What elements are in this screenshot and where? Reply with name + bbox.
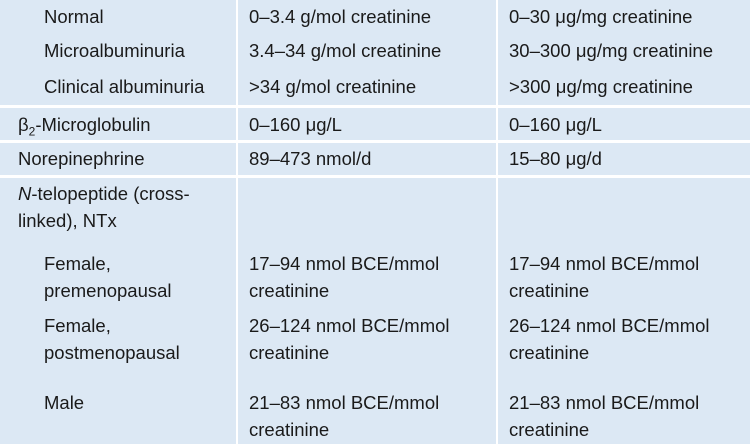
- text: -telopeptide (cross-linked), NTx: [18, 183, 190, 231]
- row-divider: [0, 175, 750, 178]
- cell: 0–160 μg/L: [249, 114, 342, 135]
- cell: 0–160 μg/L: [509, 114, 602, 135]
- cell: β2-Microglobulin: [18, 111, 233, 138]
- cell: 26–124 nmol BCE/mmol creatinine: [249, 315, 450, 363]
- cell: Clinical albuminuria: [44, 76, 205, 97]
- cell: Female, premenopausal: [44, 253, 172, 301]
- cell: 17–94 nmol BCE/mmol creatinine: [509, 253, 700, 301]
- column-divider: [236, 0, 238, 444]
- cell: 21–83 nmol BCE/mmol creatinine: [249, 392, 440, 440]
- cell: Female, postmenopausal: [44, 315, 180, 363]
- subscript: 2: [28, 124, 36, 139]
- cell: 89–473 nmol/d: [249, 148, 372, 169]
- cell: 15–80 μg/d: [509, 148, 602, 169]
- symbol: β: [18, 114, 29, 135]
- cell: Male: [44, 392, 85, 413]
- row-divider: [0, 140, 750, 143]
- cell: 17–94 nmol BCE/mmol creatinine: [249, 253, 440, 301]
- row-divider: [0, 105, 750, 108]
- cell: N-telopeptide (cross-linked), NTx: [18, 180, 233, 234]
- cell: 26–124 nmol BCE/mmol creatinine: [509, 315, 710, 363]
- cell: Norepinephrine: [18, 148, 145, 169]
- cell: >34 g/mol creatinine: [249, 76, 417, 97]
- cell: 30–300 μg/mg creatinine: [509, 40, 714, 61]
- cell: 0–30 μg/mg creatinine: [509, 6, 693, 27]
- cell: >300 μg/mg creatinine: [509, 76, 693, 97]
- cell: Microalbuminuria: [44, 40, 185, 61]
- text: -Microglobulin: [35, 114, 151, 135]
- cell: Normal: [44, 6, 104, 27]
- cell: 21–83 nmol BCE/mmol creatinine: [509, 392, 700, 440]
- cell: 3.4–34 g/mol creatinine: [249, 40, 442, 61]
- italic: N: [18, 183, 32, 204]
- cell: 0–3.4 g/mol creatinine: [249, 6, 432, 27]
- column-divider: [496, 0, 498, 444]
